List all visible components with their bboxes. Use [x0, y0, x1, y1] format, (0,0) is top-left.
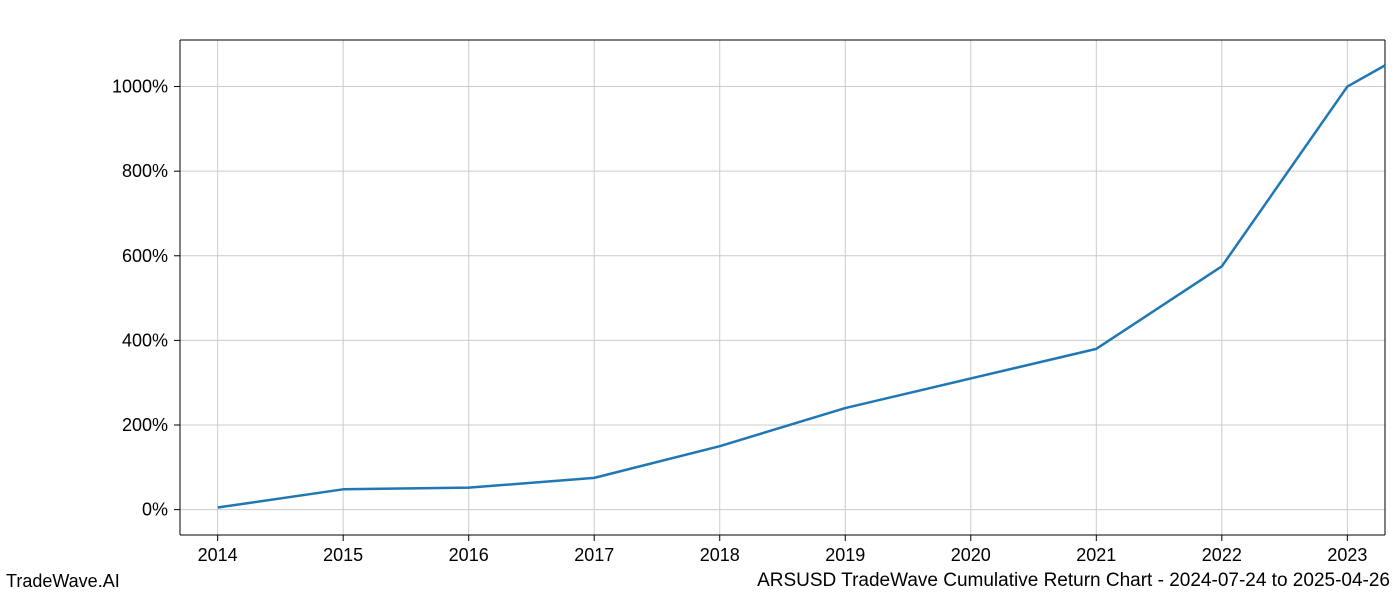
- x-tick-label: 2014: [198, 545, 238, 565]
- footer-caption: ARSUSD TradeWave Cumulative Return Chart…: [757, 570, 1390, 592]
- y-tick-label: 1000%: [112, 77, 168, 97]
- chart-container: 2014 2015 2016 2017 2018 2019 2020 2021 2022 2023…: [0, 0, 1400, 600]
- y-tick-label: 0%: [142, 500, 168, 520]
- x-tick-label: 2021: [1076, 545, 1116, 565]
- x-tick-label: 2015: [323, 545, 363, 565]
- x-tick-label: 2017: [574, 545, 614, 565]
- y-tick-label: 400%: [122, 330, 168, 350]
- y-tick-label: 200%: [122, 415, 168, 435]
- x-tick-label: 2023: [1327, 545, 1367, 565]
- x-tick-label: 2022: [1202, 545, 1242, 565]
- x-tick-label: 2016: [449, 545, 489, 565]
- line-chart: 2014 2015 2016 2017 2018 2019 2020 2021 2022 2023…: [0, 0, 1400, 600]
- x-tick-label: 2020: [951, 545, 991, 565]
- y-tick-label: 600%: [122, 246, 168, 266]
- y-tick-label: 800%: [122, 161, 168, 181]
- x-tick-label: 2019: [825, 545, 865, 565]
- footer-brand: TradeWave.AI: [6, 571, 120, 592]
- x-tick-label: 2018: [700, 545, 740, 565]
